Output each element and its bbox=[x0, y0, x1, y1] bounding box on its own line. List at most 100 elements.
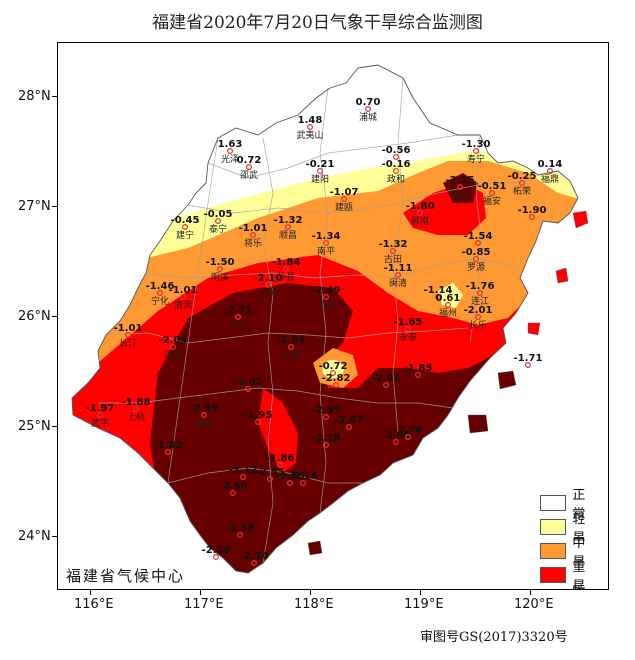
station-dot bbox=[405, 326, 412, 333]
station-name: 政和 bbox=[387, 173, 405, 185]
station-value: -0.16 bbox=[382, 159, 411, 170]
station-marker: -1.88 上杭 bbox=[122, 397, 151, 423]
station-marker: 0.61 福州 bbox=[436, 293, 461, 319]
station-dot bbox=[435, 294, 442, 301]
station-name: 闽清 bbox=[389, 277, 407, 289]
legend-item: 中旱 bbox=[540, 536, 608, 570]
lon-label: 116°E bbox=[74, 597, 114, 612]
station-marker: -1.54 bbox=[464, 231, 492, 247]
station-value: -2.41 bbox=[372, 373, 401, 384]
station-dot bbox=[415, 372, 422, 379]
legend-item: 正常 bbox=[540, 488, 608, 522]
lat-label: 26°N bbox=[18, 309, 51, 324]
station-value: -1.80 bbox=[406, 201, 435, 212]
station-dot bbox=[156, 290, 163, 297]
legend-label: 轻旱 bbox=[572, 512, 592, 546]
station-value: 0.70 bbox=[356, 97, 381, 108]
station-value: -0.51 bbox=[478, 181, 507, 192]
legend-swatch bbox=[540, 495, 567, 511]
station-name: 福州 bbox=[439, 307, 457, 319]
station-name: 建宁 bbox=[176, 229, 194, 241]
station-dot bbox=[525, 362, 532, 369]
station-dot bbox=[417, 210, 424, 217]
station-layer: 0.70浦城1.48武夷山1.63光泽0.72邵武-0.21建阳-0.16政和-… bbox=[86, 97, 563, 566]
station-dot bbox=[477, 290, 484, 297]
station-value: -3.12 bbox=[229, 465, 258, 476]
station-value: -1.71 bbox=[514, 353, 543, 364]
station-marker: -2.15 周宁 bbox=[446, 175, 475, 201]
station-value: -0.21 bbox=[306, 159, 335, 170]
station-dot bbox=[277, 462, 284, 469]
station-dot bbox=[323, 240, 330, 247]
station-name: 光泽 bbox=[221, 153, 239, 165]
station-name: 周宁 bbox=[451, 189, 469, 201]
station-dot bbox=[217, 266, 224, 273]
station-value: 0.61 bbox=[436, 293, 461, 304]
station-marker: -1.76 连江 bbox=[466, 281, 495, 307]
station-name: 长乐 bbox=[469, 319, 487, 331]
station-dot bbox=[96, 412, 103, 419]
station-marker: -2.55 bbox=[256, 467, 284, 483]
station-marker: -2.67 bbox=[335, 415, 363, 431]
station-value: -1.14 bbox=[424, 285, 453, 296]
station-dot bbox=[132, 406, 139, 413]
station-name: 屏南 bbox=[411, 215, 429, 227]
station-value: -1.90 bbox=[518, 205, 547, 216]
station-marker: -0.16 政和 bbox=[382, 159, 411, 185]
station-name: 永安 bbox=[229, 319, 247, 331]
station-marker: -2.56 bbox=[276, 471, 304, 487]
station-value: -1.76 bbox=[466, 281, 495, 292]
station-marker: -1.71 bbox=[514, 353, 543, 369]
station-name: 顺昌 bbox=[279, 230, 297, 241]
station-name: 寿宁 bbox=[467, 153, 485, 165]
station-marker: -1.32 顺昌 bbox=[274, 215, 303, 241]
station-value: -1.01 bbox=[239, 223, 268, 234]
station-marker: -1.95 bbox=[244, 410, 272, 426]
station-dot bbox=[215, 218, 222, 225]
lat-label: 24°N bbox=[18, 529, 51, 544]
station-value: -2.88 bbox=[382, 430, 411, 441]
station-value: -2.18 bbox=[312, 433, 341, 444]
station-value: -1.01 bbox=[169, 285, 198, 296]
station-marker: -1.46 宁化 bbox=[146, 281, 175, 307]
station-dot bbox=[201, 412, 208, 419]
station-value: -0.72 bbox=[319, 361, 348, 372]
station-dot bbox=[124, 332, 131, 339]
station-value: -2.76 bbox=[394, 425, 423, 436]
station-marker: -1.07 建瓯 bbox=[330, 187, 359, 213]
station-dot bbox=[283, 266, 290, 273]
zone-light bbox=[438, 283, 463, 308]
station-dot bbox=[245, 386, 252, 393]
station-dot bbox=[393, 167, 400, 174]
station-value: -2.26 bbox=[202, 545, 231, 556]
station-value: 1.48 bbox=[298, 115, 323, 126]
station-value: -1.11 bbox=[384, 263, 413, 274]
station-dot bbox=[164, 449, 171, 456]
station-marker: -0.45 建宁 bbox=[171, 215, 200, 241]
station-dot bbox=[235, 314, 242, 321]
station-value: -2.82 bbox=[322, 373, 351, 384]
station-dot bbox=[240, 474, 247, 481]
station-dot bbox=[365, 105, 372, 112]
station-marker: 0.14 福鼎 bbox=[538, 159, 563, 185]
station-dot bbox=[383, 382, 390, 389]
station-marker: -2.10 三明 bbox=[254, 273, 283, 299]
station-marker: -2.71 永安 bbox=[224, 305, 253, 331]
station-marker: -1.85 bbox=[404, 363, 432, 379]
station-name: 罗源 bbox=[467, 262, 485, 273]
station-value: -2.71 bbox=[224, 305, 253, 316]
station-dot bbox=[445, 302, 452, 309]
station-dot bbox=[390, 248, 397, 255]
legend-label: 特旱 bbox=[572, 580, 608, 589]
station-marker: -2.58 bbox=[226, 523, 254, 539]
station-marker: -1.30 寿宁 bbox=[462, 139, 491, 165]
station-dot bbox=[393, 439, 400, 446]
lon-label: 120°E bbox=[514, 597, 554, 612]
lat-label: 28°N bbox=[18, 89, 51, 104]
station-value: -1.07 bbox=[330, 187, 359, 198]
station-name: 宁化 bbox=[151, 295, 169, 307]
station-value: -2.49 bbox=[312, 285, 341, 296]
zone-severe bbox=[258, 388, 298, 473]
lon-label: 119°E bbox=[404, 597, 444, 612]
station-marker: -1.50 明溪 bbox=[206, 257, 235, 283]
